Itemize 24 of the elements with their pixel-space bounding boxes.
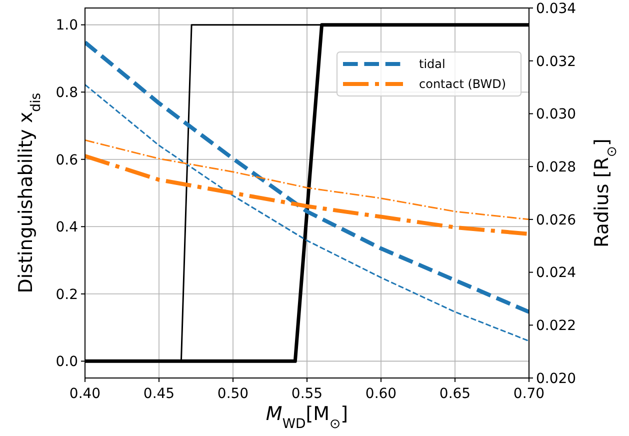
- y2-tick-label: 0.020: [536, 370, 576, 387]
- y2-tick-label: 0.028: [536, 159, 576, 176]
- x-tick-label: 0.60: [365, 386, 397, 402]
- y-tick-label: 0.0: [56, 354, 78, 370]
- x-tick-label: 0.55: [291, 386, 323, 402]
- legend-label: tidal: [419, 57, 446, 72]
- y2-tick-label: 0.034: [536, 0, 576, 17]
- y2-tick-label: 0.026: [536, 212, 576, 228]
- x-tick-label: 0.40: [69, 386, 101, 402]
- y-tick-label: 0.8: [56, 84, 78, 101]
- y2-tick-label: 0.024: [536, 265, 576, 282]
- x-tick-label: 0.45: [143, 386, 175, 402]
- x-tick-label: 0.65: [439, 386, 471, 402]
- x-tick-label: 0.70: [513, 386, 545, 402]
- y2-tick-label: 0.030: [536, 106, 576, 123]
- x-tick-label: 0.50: [217, 386, 249, 402]
- y-tick-label: 0.6: [56, 152, 78, 168]
- y2-tick-label: 0.032: [536, 54, 576, 70]
- x-axis-title: M$_{WD}$[M$_{⊙}$]: [266, 403, 348, 432]
- y-tick-label: 1.0: [56, 18, 78, 34]
- y-tick-label: 0.2: [56, 286, 78, 303]
- y-tick-label: 0.4: [56, 220, 78, 236]
- legend-label: contact (BWD): [419, 77, 506, 92]
- y2-tick-label: 0.022: [536, 318, 576, 334]
